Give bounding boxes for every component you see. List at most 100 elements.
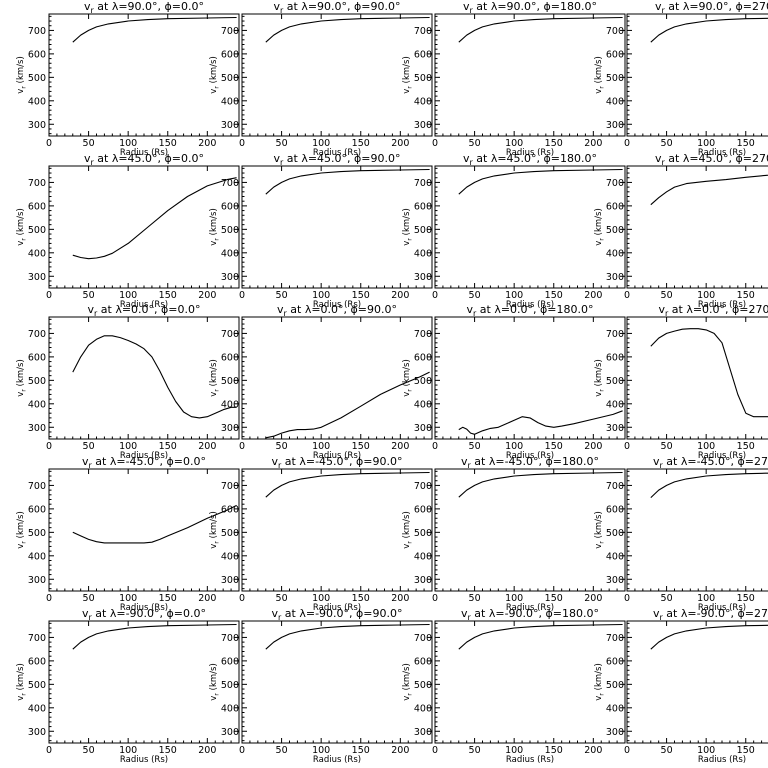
title-var: v <box>658 303 665 316</box>
chart-title: vr at λ=90.0°, ϕ=180.0° <box>463 0 597 15</box>
y-tick-label: 700 <box>28 481 46 492</box>
x-axis-label: Radius (Rs) <box>120 148 168 158</box>
title-rest: at λ=45.0°, ϕ=270.0° <box>665 152 768 165</box>
chart-panel: vr at λ=0.0°, ϕ=270.0°050100150200300400… <box>594 303 768 461</box>
y-tick-label: 400 <box>414 399 432 410</box>
y-axis-label: vr (km/s) <box>594 359 606 397</box>
x-tick-label: 0 <box>624 138 630 149</box>
x-tick-label: 150 <box>159 290 177 301</box>
y-tick-label: 600 <box>221 504 239 515</box>
chart-panel: vr at λ=-45.0°, ϕ=270.0°0501001502003004… <box>594 455 768 613</box>
x-axis-label: Radius (Rs) <box>506 603 554 613</box>
y-axis-label: vr (km/s) <box>402 56 414 94</box>
ylabel-rest: (km/s) <box>16 359 26 389</box>
title-rest: at λ=45.0°, ϕ=90.0° <box>283 152 400 165</box>
x-tick-label: 100 <box>505 290 523 301</box>
y-tick-label: 700 <box>606 633 624 644</box>
y-tick-label: 500 <box>606 73 624 84</box>
series-line <box>458 623 623 650</box>
y-tick-label: 700 <box>28 26 46 37</box>
y-tick-label: 300 <box>414 120 432 131</box>
series-line <box>650 174 768 206</box>
x-tick-label: 100 <box>119 745 137 756</box>
title-rest: at λ=-45.0°, ϕ=180.0° <box>471 455 599 468</box>
plot-frame <box>626 165 768 289</box>
x-tick-label: 200 <box>584 290 602 301</box>
x-axis-label: Radius (Rs) <box>313 148 361 158</box>
ylabel-sub: r <box>406 238 414 241</box>
x-axis-label: Radius (Rs) <box>120 755 168 765</box>
title-rest: at λ=90.0°, ϕ=270.0° <box>665 0 768 13</box>
x-tick-label: 100 <box>697 138 715 149</box>
y-tick-label: 500 <box>606 225 624 236</box>
title-rest: at λ=90.0°, ϕ=90.0° <box>283 0 400 13</box>
y-tick-label: 500 <box>414 225 432 236</box>
x-tick-label: 50 <box>83 138 95 149</box>
y-tick-label: 500 <box>28 73 46 84</box>
title-rest: at λ=-90.0°, ϕ=90.0° <box>281 607 402 620</box>
chart-panel: vr at λ=45.0°, ϕ=0.0°0 50 100 150 2003004005… <box>16 152 240 310</box>
y-tick-label: 300 <box>606 120 624 131</box>
x-axis-label: Radius (Rs) <box>120 300 168 310</box>
y-tick-label: 700 <box>606 481 624 492</box>
y-tick-label: 600 <box>221 352 239 363</box>
y-tick-label: 700 <box>414 329 432 340</box>
chart-title: vr at λ=-45.0°, ϕ=0.0° <box>82 455 206 470</box>
y-tick-label: 500 <box>414 376 432 387</box>
title-rest: at λ=-45.0°, ϕ=90.0° <box>281 455 402 468</box>
chart-panel: vr at λ=-90.0°, ϕ=270.0°0501001502003004… <box>594 607 768 765</box>
x-tick-label: 100 <box>697 745 715 756</box>
y-tick-label: 500 <box>606 528 624 539</box>
x-tick-label: 200 <box>391 138 409 149</box>
ylabel-rest: (km/s) <box>16 511 26 541</box>
ylabel-sub: r <box>213 238 221 241</box>
ylabel-var: v <box>16 544 26 549</box>
title-rest: at λ=-45.0°, ϕ=0.0° <box>92 455 206 468</box>
y-tick-label: 500 <box>28 376 46 387</box>
title-var: v <box>277 303 284 316</box>
ylabel-rest: (km/s) <box>16 663 26 693</box>
y-tick-label: 300 <box>414 727 432 738</box>
y-axis-label: vr (km/s) <box>209 511 221 549</box>
chart-panel: vr at λ=0.0°, ϕ=180.0°0 50 100 150 200300400… <box>402 303 626 461</box>
ylabel-rest: (km/s) <box>209 359 219 389</box>
ylabel-var: v <box>402 696 412 701</box>
plot-frame <box>626 13 768 137</box>
series-line <box>650 624 768 650</box>
ylabel-var: v <box>209 544 219 549</box>
ylabel-rest: (km/s) <box>16 56 26 86</box>
x-tick-label: 150 <box>352 593 370 604</box>
chart-title: vr at λ=-45.0°, ϕ=270.0° <box>653 455 768 470</box>
y-tick-label: 500 <box>221 225 239 236</box>
series-line <box>265 623 430 650</box>
title-sub: r <box>473 309 477 318</box>
y-tick-label: 400 <box>414 248 432 259</box>
title-var: v <box>653 455 660 468</box>
y-axis-label: vr (km/s) <box>209 56 221 94</box>
chart-title: vr at λ=0.0°, ϕ=270.0° <box>658 303 768 318</box>
y-axis-label: vr (km/s) <box>16 663 28 701</box>
chart-panel: vr at λ=-90.0°, ϕ=0.0°0 50 100 150 200300400… <box>16 607 240 765</box>
y-tick-label: 300 <box>28 727 46 738</box>
y-tick-label: 400 <box>606 96 624 107</box>
x-tick-label: 200 <box>584 441 602 452</box>
y-tick-label: 700 <box>221 26 239 37</box>
x-tick-label: 200 <box>391 593 409 604</box>
title-var: v <box>84 152 91 165</box>
ylabel-sub: r <box>598 86 606 89</box>
y-tick-label: 300 <box>414 272 432 283</box>
y-axis-label: vr (km/s) <box>402 359 414 397</box>
title-var: v <box>461 455 468 468</box>
x-tick-label: 0 <box>432 441 438 452</box>
title-var: v <box>466 303 473 316</box>
chart-title: vr at λ=-90.0°, ϕ=0.0° <box>82 607 206 622</box>
x-axis-label: Radius (Rs) <box>120 603 168 613</box>
y-tick-label: 600 <box>414 656 432 667</box>
title-sub: r <box>660 461 664 470</box>
title-var: v <box>653 607 660 620</box>
y-tick-label: 600 <box>606 656 624 667</box>
y-tick-label: 600 <box>414 49 432 60</box>
x-tick-label: 200 <box>391 290 409 301</box>
x-tick-label: 50 <box>276 138 288 149</box>
